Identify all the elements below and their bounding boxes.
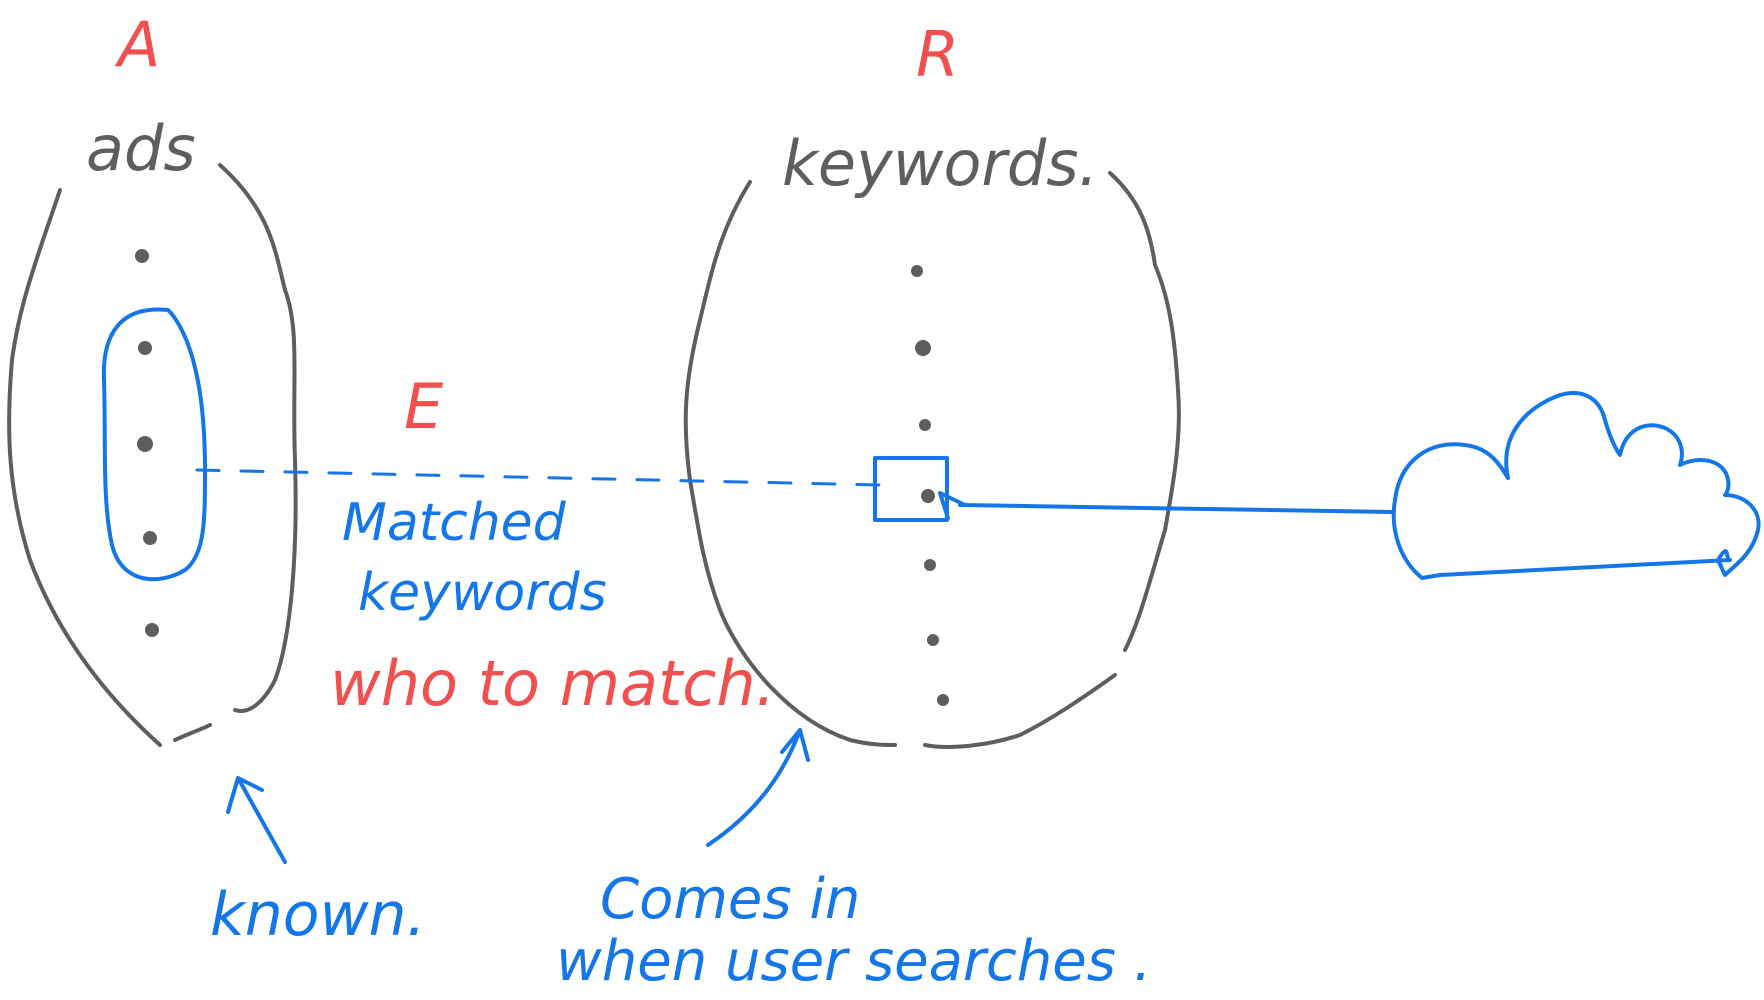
keyword-node — [919, 419, 931, 431]
ad-node — [143, 531, 157, 545]
incoming-keyword-box — [873, 456, 949, 522]
search-query-cloud — [1391, 391, 1761, 580]
left-set-title: ads — [86, 112, 196, 185]
keyword-node — [937, 694, 949, 706]
known-arrow — [226, 776, 287, 864]
ad-node — [137, 436, 153, 452]
keyword-node — [915, 340, 931, 356]
keyword-node — [911, 265, 923, 277]
left-set-nodes — [135, 249, 159, 637]
left-set-note: known. — [210, 880, 426, 950]
keyword-node — [924, 559, 936, 571]
right-set-nodes — [911, 265, 949, 706]
left-set-boundary — [7, 163, 298, 747]
ad-node — [138, 341, 152, 355]
edge-set-letter: E — [404, 370, 444, 443]
keyword-node — [927, 634, 939, 646]
right-set-note-line2: when user searches . — [556, 929, 1151, 994]
matching-question: who to match. — [330, 647, 775, 720]
keyword-node — [921, 489, 935, 503]
match-edge-dashed — [195, 468, 882, 487]
edge-label-line1: Matched — [342, 493, 567, 553]
ad-node — [145, 623, 159, 637]
query-arrowhead — [938, 491, 967, 520]
left-set-letter: A — [114, 8, 160, 81]
comes-in-arrow — [706, 728, 810, 847]
query-arrow-line — [958, 503, 1394, 514]
right-set-title: keywords. — [782, 127, 1098, 200]
right-set-letter: R — [916, 18, 959, 91]
right-set-boundary — [683, 171, 1181, 749]
edge-label-line2: keywords — [358, 563, 607, 623]
right-set-note-line1: Comes in — [600, 867, 860, 932]
matched-ads-highlight — [101, 307, 207, 582]
ad-node — [135, 249, 149, 263]
